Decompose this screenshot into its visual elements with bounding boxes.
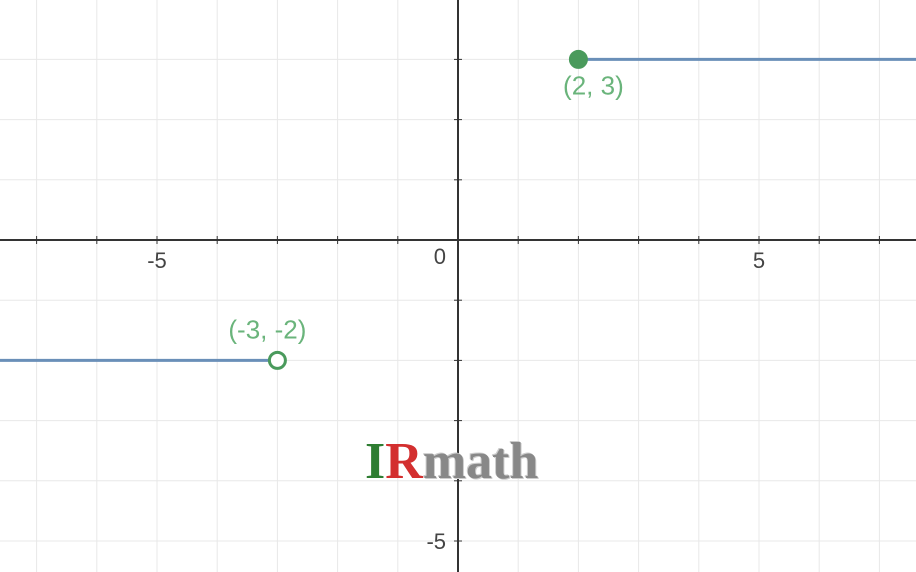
watermark-letter-r: R bbox=[385, 433, 423, 490]
watermark-text-math: math bbox=[423, 433, 539, 490]
open-endpoint bbox=[269, 352, 285, 368]
point-label: (-3, -2) bbox=[228, 314, 306, 344]
watermark-letter-i: I bbox=[365, 433, 385, 490]
watermark-logo: IRmath bbox=[365, 432, 538, 491]
x-tick-label: -5 bbox=[147, 248, 167, 273]
closed-endpoint bbox=[569, 50, 587, 68]
origin-label: 0 bbox=[434, 244, 446, 269]
x-tick-label: 5 bbox=[753, 248, 765, 273]
point-label: (2, 3) bbox=[563, 70, 624, 100]
y-tick-label: -5 bbox=[426, 529, 446, 554]
chart-container: -5 5 -5 0 (-3, -2) (2, 3) IRmath bbox=[0, 0, 916, 572]
